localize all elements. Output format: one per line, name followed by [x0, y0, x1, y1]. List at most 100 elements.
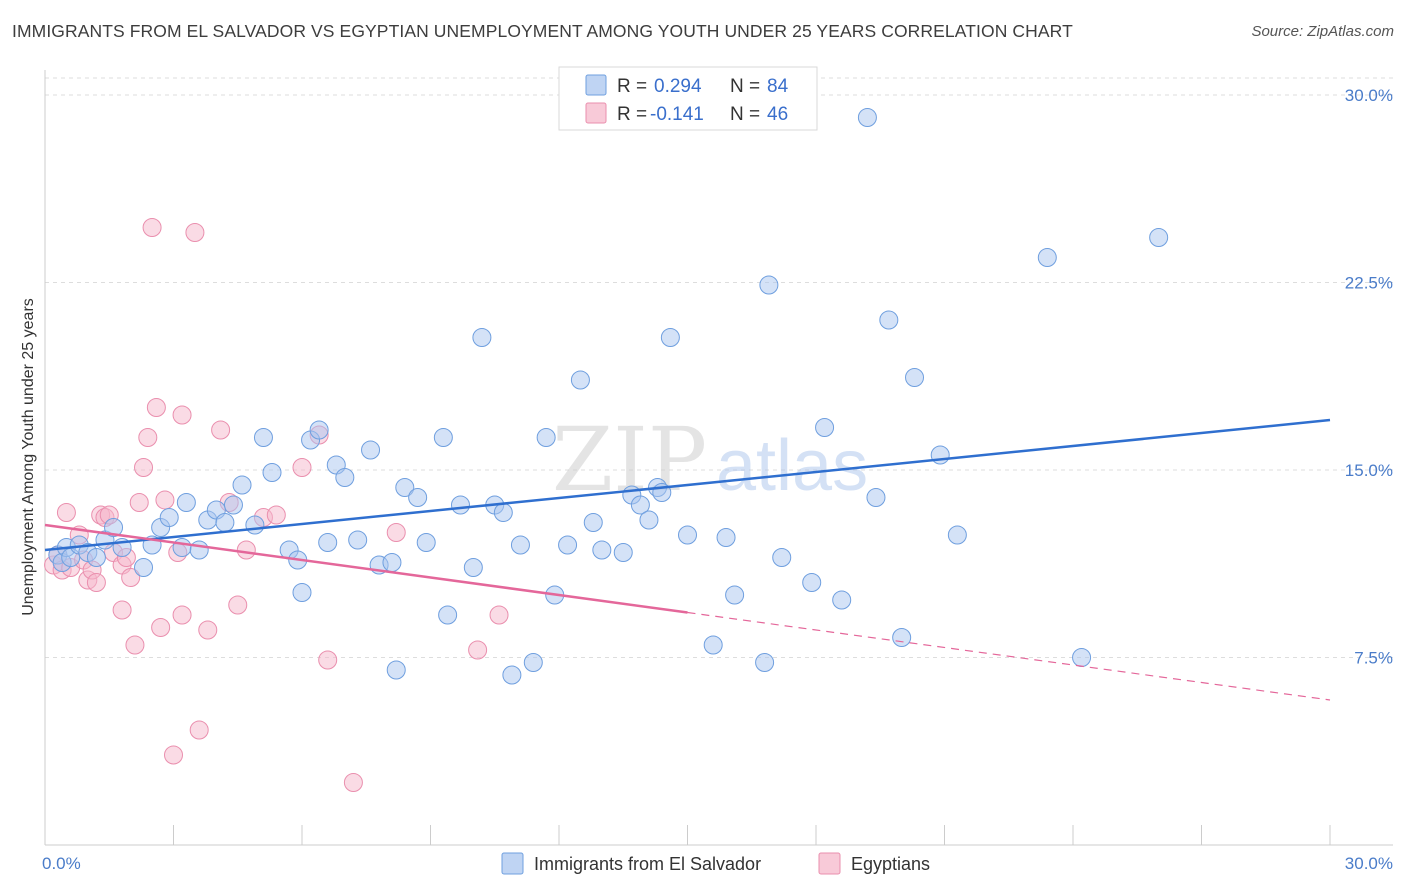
y-tick-label: 22.5%: [1345, 274, 1393, 293]
trend-line-blue: [44, 418, 1331, 552]
el-salvador-point-40: [416, 533, 436, 552]
egyptians-point-22: [142, 218, 162, 237]
el-salvador-point-76: [879, 310, 899, 330]
el-salvador-point-62: [660, 328, 680, 347]
egyptians-point-29: [172, 605, 192, 625]
el-salvador-point-74: [857, 108, 877, 127]
el-salvador-point-65: [703, 635, 723, 655]
chart-source: Source: ZipAtlas.com: [1251, 23, 1394, 40]
egyptians-point-19: [129, 493, 149, 512]
bottom-legend-swatch-pink: [818, 852, 841, 875]
el-salvador-point-48: [502, 665, 522, 685]
legend-swatch-pink: [585, 102, 607, 124]
egyptians-point-36: [236, 540, 256, 560]
legend-r-label-blue: R =: [617, 76, 647, 97]
el-salvador-point-49: [510, 535, 530, 555]
el-salvador-point-75: [866, 488, 886, 507]
egyptians-point-28: [172, 405, 192, 425]
legend-r-label-pink: R =: [617, 104, 647, 125]
x-tick-label-start: 0.0%: [42, 854, 81, 873]
el-salvador-point-22: [245, 515, 265, 535]
el-salvador-point-67: [725, 585, 745, 605]
el-salvador-point-78: [905, 368, 925, 387]
egyptians-point-17: [121, 568, 141, 587]
egyptians-point-41: [318, 650, 338, 670]
bottom-legend-label-pink: Egyptians: [851, 854, 930, 874]
series-legend: Immigrants from El Salvador Egyptians: [501, 852, 930, 875]
egyptians-point-26: [164, 745, 183, 765]
egyptians-point-20: [134, 458, 154, 477]
el-salvador-point-56: [592, 540, 612, 560]
trend-line-pink: [44, 523, 688, 614]
el-salvador-point-42: [438, 605, 458, 625]
el-salvador-point-41: [433, 428, 453, 447]
el-salvador-point-82: [1072, 648, 1092, 667]
el-salvador-point-13: [159, 508, 179, 527]
el-salvador-point-50: [523, 653, 543, 672]
el-salvador-point-72: [815, 418, 835, 437]
grid-lines: [45, 77, 1393, 658]
el-salvador-point-39: [408, 488, 428, 507]
el-salvador-point-21: [232, 475, 252, 495]
bottom-legend-swatch-blue: [501, 852, 524, 875]
egyptians-points: [44, 218, 509, 792]
egyptians-point-42: [343, 773, 363, 792]
chart-title: IMMIGRANTS FROM EL SALVADOR VS EGYPTIAN …: [12, 21, 1073, 41]
el-salvador-point-23: [253, 428, 273, 447]
el-salvador-point-24: [262, 463, 282, 482]
x-tick-label-end: 30.0%: [1345, 854, 1393, 873]
legend-r-value-blue: 0.294: [654, 76, 702, 97]
el-salvador-point-57: [613, 543, 633, 562]
trend-line-extension-pink: [687, 611, 1331, 701]
watermark-atlas: atlas: [716, 426, 868, 506]
egyptians-point-9: [86, 573, 106, 592]
y-tick-label: 30.0%: [1345, 86, 1393, 105]
el-salvador-point-60: [639, 510, 659, 530]
legend-r-value-pink: -0.141: [650, 104, 704, 125]
el-salvador-point-83: [1149, 228, 1169, 247]
el-salvador-point-71: [802, 573, 822, 592]
el-salvador-point-30: [318, 533, 338, 552]
el-salvador-point-15: [176, 493, 196, 512]
el-salvador-point-29: [309, 420, 329, 440]
el-salvador-point-14: [172, 538, 192, 557]
legend-swatch-blue: [585, 74, 607, 96]
el-salvador-point-44: [463, 558, 483, 577]
tick-labels: 7.5% 15.0% 22.5% 30.0% 0.0% 30.0%: [42, 86, 1393, 873]
el-salvador-point-64: [678, 525, 697, 545]
el-salvador-point-27: [292, 583, 312, 602]
el-salvador-point-36: [382, 553, 402, 572]
egyptians-point-39: [292, 458, 312, 477]
legend-n-value-pink: 46: [767, 104, 788, 125]
egyptians-point-3: [56, 503, 76, 522]
legend-n-label-blue: N =: [730, 76, 760, 97]
y-tick-label: 7.5%: [1354, 649, 1393, 668]
egyptians-point-31: [189, 720, 209, 740]
el-salvador-point-47: [493, 503, 513, 522]
el-salvador-point-32: [335, 468, 355, 487]
el-salvador-point-19: [215, 513, 235, 532]
el-salvador-point-51: [536, 428, 556, 447]
el-salvador-point-38: [395, 478, 415, 497]
y-tick-label: 15.0%: [1345, 461, 1393, 480]
el-salvador-point-55: [583, 513, 603, 532]
el-salvador-point-16: [189, 540, 209, 560]
egyptians-point-30: [185, 223, 205, 242]
el-salvador-point-20: [223, 495, 243, 515]
egyptians-point-32: [198, 620, 218, 640]
el-salvador-point-70: [772, 548, 792, 567]
el-salvador-point-6: [86, 548, 106, 567]
el-salvador-point-54: [570, 370, 590, 390]
bottom-legend-label-blue: Immigrants from El Salvador: [534, 854, 761, 874]
el-salvador-point-73: [832, 590, 852, 610]
el-salvador-point-59: [630, 495, 650, 515]
egyptians-point-35: [228, 595, 248, 615]
el-salvador-point-80: [947, 525, 967, 545]
egyptians-point-45: [489, 605, 509, 625]
el-salvador-point-37: [386, 660, 406, 680]
egyptians-point-24: [151, 618, 171, 637]
el-salvador-points: [48, 108, 1169, 685]
el-salvador-point-43: [450, 495, 470, 515]
correlation-legend: R = 0.294 N = 84 R = -0.141 N = 46: [558, 66, 818, 131]
